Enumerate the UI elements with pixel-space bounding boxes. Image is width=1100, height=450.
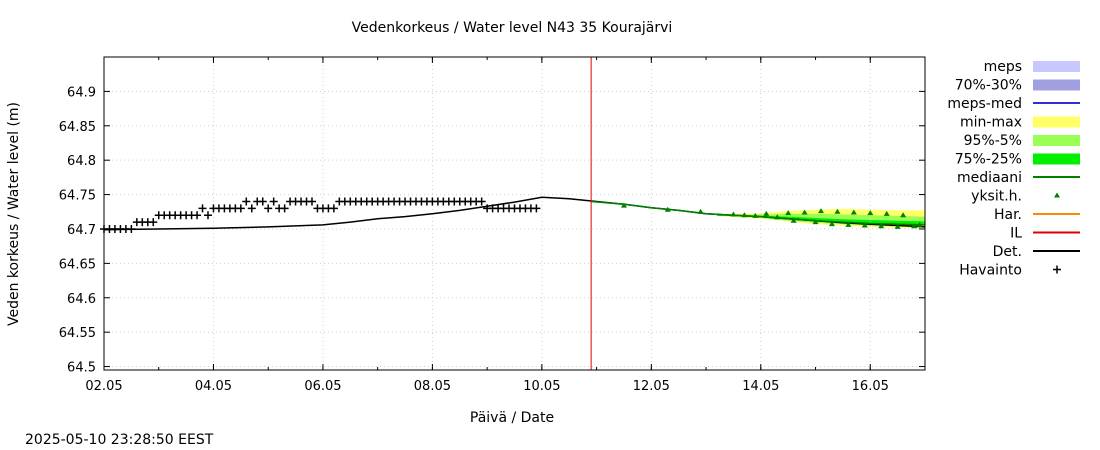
observation-point [329, 204, 338, 213]
x-tick-label: 02.05 [85, 379, 122, 394]
y-tick-label: 64.8 [67, 154, 96, 169]
observation-point [242, 197, 251, 206]
median-line [591, 200, 926, 226]
single-member-point [883, 210, 890, 216]
single-member-point [850, 209, 857, 215]
single-member-point [785, 210, 792, 216]
single-member-point [834, 208, 841, 214]
x-tick-label: 10.05 [523, 379, 560, 394]
observation-point [236, 204, 245, 213]
observation-point [258, 197, 267, 206]
single-member-point [911, 223, 918, 229]
series-layer [100, 196, 926, 233]
legend: meps 70%-30% meps-med min-max 95%-5% 75%-25% m… [947, 59, 1080, 279]
single-member-point [845, 221, 852, 227]
legend-marker [1053, 265, 1061, 274]
legend-label: meps [984, 59, 1022, 75]
observation-point [307, 197, 316, 206]
legend-label: 95%-5% [964, 133, 1022, 149]
single-member-point [763, 210, 770, 216]
y-tick-label: 64.5 [67, 361, 96, 376]
legend-label: yksit.h. [971, 189, 1022, 205]
observation-point [532, 204, 541, 213]
generated-timestamp: 2025-05-10 23:28:50 EEST [25, 432, 214, 448]
x-tick-label: 12.05 [633, 379, 670, 394]
legend-label: mediaani [957, 170, 1022, 186]
y-tick-label: 64.75 [59, 189, 96, 204]
legend-swatch [1033, 153, 1080, 165]
observation-point [264, 204, 273, 213]
single-member-point [916, 221, 923, 227]
single-member-point [894, 223, 901, 229]
x-tick-label: 14.05 [742, 379, 779, 394]
plot-frame [103, 56, 926, 371]
x-axis-label: Päivä / Date [470, 410, 554, 426]
y-tick-label: 64.9 [67, 85, 96, 100]
single-member-point [828, 221, 835, 227]
legend-swatch [1033, 116, 1080, 128]
legend-label: 70%-30% [955, 78, 1022, 94]
legend-label: min-max [960, 115, 1022, 131]
single-member-point [801, 209, 808, 215]
y-tick-label: 64.6 [67, 292, 96, 307]
observation-point [477, 197, 486, 206]
single-member-point [861, 222, 868, 228]
y-tick-label: 64.55 [59, 326, 96, 341]
legend-label: Havainto [959, 263, 1022, 279]
y-axis-label: Veden korkeus / Water level (m) [6, 102, 22, 326]
single-member-point [774, 214, 781, 220]
observation-point [247, 204, 256, 213]
y-tick-label: 64.85 [59, 120, 96, 135]
legend-label: Har. [994, 207, 1022, 223]
legend-label: 75%-25% [955, 152, 1022, 168]
legend-label: Det. [993, 244, 1022, 260]
legend-swatch [1033, 61, 1080, 72]
observation-point [198, 204, 207, 213]
single-member-point [730, 211, 737, 217]
legend-marker [1054, 192, 1060, 198]
legend-label: IL [1010, 226, 1022, 242]
x-tick-label: 06.05 [304, 379, 341, 394]
single-member-point [818, 208, 825, 214]
observation-point [193, 211, 202, 220]
x-tick-label: 04.05 [195, 379, 232, 394]
observation-point [269, 197, 278, 206]
single-member-point [620, 202, 627, 208]
single-member-point [752, 212, 759, 218]
single-member-point [664, 206, 671, 212]
single-member-point [867, 210, 874, 216]
observation-point [280, 204, 289, 213]
observation-point [149, 218, 158, 227]
legend-swatch [1033, 135, 1080, 146]
single-member-point [812, 219, 819, 225]
x-axis-ticks: 02.05 04.05 06.05 08.05 10.05 12.05 14.05 16.05 [85, 57, 926, 394]
single-member-point [900, 212, 907, 218]
single-member-point [741, 212, 748, 218]
legend-swatch [1033, 79, 1080, 91]
y-axis-ticks: 64.9 64.85 64.8 64.75 64.7 64.65 64.6 64.55 64.5 [59, 85, 925, 376]
observation-point [203, 211, 212, 220]
x-tick-label: 08.05 [414, 379, 451, 394]
x-tick-label: 16.05 [852, 379, 889, 394]
single-member-point [697, 208, 704, 214]
chart-title: Vedenkorkeus / Water level N43 35 Kouraj… [352, 20, 673, 36]
y-tick-label: 64.7 [67, 223, 96, 238]
observation-point [127, 224, 136, 233]
legend-label: meps-med [947, 96, 1022, 112]
single-member-point [790, 217, 797, 223]
single-member-point [878, 223, 885, 229]
y-tick-label: 64.65 [59, 257, 96, 272]
